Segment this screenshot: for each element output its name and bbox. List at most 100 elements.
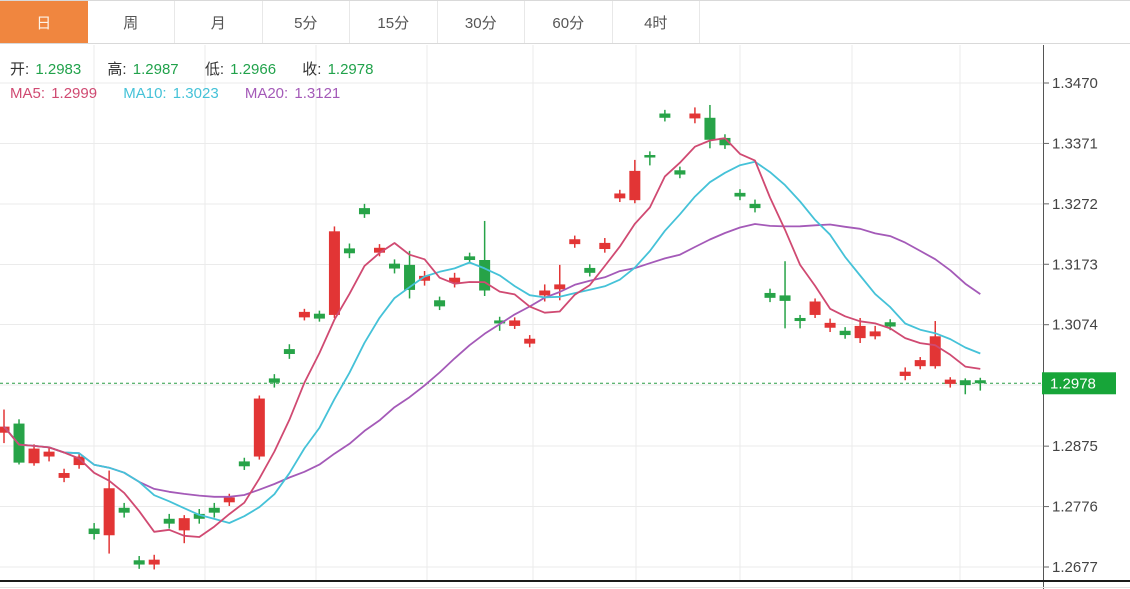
ma5-legend: MA5: 1.2999	[10, 85, 101, 102]
candle-body	[824, 322, 836, 328]
open-readout: 开: 1.2983	[10, 61, 85, 78]
candle-body	[749, 203, 761, 209]
candle-body	[118, 507, 130, 513]
y-axis-label: 1.3470	[1052, 75, 1098, 92]
candle-body	[343, 248, 355, 254]
y-axis-label: 1.3074	[1052, 317, 1098, 334]
candle-body	[404, 264, 416, 290]
tab-60min[interactable]: 60分	[525, 1, 613, 43]
high-readout: 高: 1.2987	[107, 61, 182, 78]
candle-body	[238, 461, 250, 467]
candle-body	[133, 560, 145, 565]
candle-body	[28, 448, 40, 464]
candle-body	[629, 170, 641, 201]
candle-body	[178, 518, 190, 531]
period-tab-bar: 日周月 5分 15分 30分 60分 4时	[0, 0, 1130, 44]
candle-body	[313, 313, 325, 319]
candle-body	[599, 242, 611, 250]
open-label: 开:	[10, 61, 30, 78]
candle-body	[884, 322, 896, 327]
candle-body	[644, 155, 656, 158]
horizontal-gridlines	[0, 82, 1043, 568]
candle-body	[268, 378, 280, 383]
tab-month[interactable]: 月	[175, 1, 263, 43]
candle-body	[959, 380, 971, 386]
candle-body	[914, 360, 926, 367]
ma20-line	[3, 223, 981, 498]
candle-body	[794, 317, 806, 322]
candle-body	[0, 426, 10, 433]
candlestick-series	[0, 104, 986, 570]
tab-30min[interactable]: 30分	[437, 1, 525, 43]
candle-body	[434, 300, 446, 307]
ma5-line	[3, 137, 981, 538]
y-axis-label: 1.3173	[1052, 256, 1098, 273]
y-axis-labels: 1.3470 1.3371 1.3272 1.3173 1.3074 1.2875 1.27…	[1043, 75, 1098, 576]
tab-week[interactable]: 周	[87, 1, 175, 43]
candle-body	[464, 256, 476, 260]
ma20-label: MA20:	[244, 85, 289, 102]
candle-body	[734, 192, 746, 197]
ma10-line	[3, 160, 981, 524]
y-axis-label: 1.2677	[1052, 559, 1098, 576]
candle-body	[719, 137, 731, 146]
candle-body	[283, 349, 295, 354]
candle-body	[899, 371, 911, 376]
y-axis-label: 1.3272	[1052, 196, 1098, 213]
chart-canvas[interactable]: 1.3470 1.3371 1.3272 1.3173 1.3074 1.2875 1.27…	[0, 45, 1130, 589]
candle-body	[208, 507, 220, 513]
candle-body	[869, 331, 881, 337]
high-label: 高:	[107, 61, 127, 78]
candle-body	[73, 456, 85, 466]
ma10-legend: MA10: 1.3023	[123, 85, 223, 102]
tab-5min[interactable]: 5分	[262, 1, 350, 43]
candle-body	[13, 423, 25, 463]
tab-day[interactable]: 日	[0, 1, 88, 43]
low-readout: 低: 1.2966	[205, 61, 280, 78]
candle-body	[43, 451, 55, 457]
close-readout: 收: 1.2978	[302, 61, 373, 78]
current-price-badge-text: 1.2978	[1050, 375, 1096, 392]
candle-body	[674, 170, 686, 175]
candle-body	[449, 277, 461, 283]
candle-body	[554, 284, 566, 290]
candle-body	[298, 311, 310, 318]
ma10-value: 1.3023	[172, 85, 219, 102]
candle-body	[779, 295, 791, 301]
low-label: 低:	[204, 61, 224, 78]
candle-body	[614, 193, 626, 199]
y-axis-label: 1.2875	[1052, 438, 1098, 455]
candle-body	[974, 380, 986, 384]
candle-body	[88, 528, 100, 535]
candle-body	[704, 117, 716, 140]
candle-body	[509, 320, 521, 326]
candle-body	[569, 239, 581, 245]
candle-body	[839, 330, 851, 336]
candlestick-chart[interactable]: 1.3470 1.3371 1.3272 1.3173 1.3074 1.2875 1.27…	[0, 45, 1130, 589]
ma5-label: MA5:	[10, 85, 46, 102]
ma20-value: 1.3121	[294, 85, 341, 102]
y-axis-label: 1.2776	[1052, 499, 1098, 516]
candle-body	[223, 497, 235, 503]
candle-body	[524, 338, 536, 344]
candle-body	[389, 263, 401, 269]
open-value: 1.2983	[35, 61, 82, 78]
candle-body	[419, 275, 431, 281]
ma10-label: MA10:	[123, 85, 167, 102]
candle-body	[193, 513, 205, 519]
candle-body	[148, 559, 160, 565]
tab-15min[interactable]: 15分	[350, 1, 438, 43]
candle-body	[328, 231, 340, 315]
candle-body	[358, 208, 370, 215]
candle-body	[103, 488, 115, 536]
candle-body	[659, 113, 671, 118]
candle-body	[163, 518, 175, 524]
candle-body	[854, 325, 866, 339]
ma-legend: MA5: 1.2999 MA10: 1.3023 MA20: 1.3121	[10, 85, 362, 102]
candle-body	[584, 267, 596, 273]
candle-body	[929, 336, 941, 367]
current-price-badge	[1042, 372, 1116, 395]
ma5-value: 1.2999	[51, 85, 98, 102]
tab-4hour[interactable]: 4时	[612, 1, 700, 43]
